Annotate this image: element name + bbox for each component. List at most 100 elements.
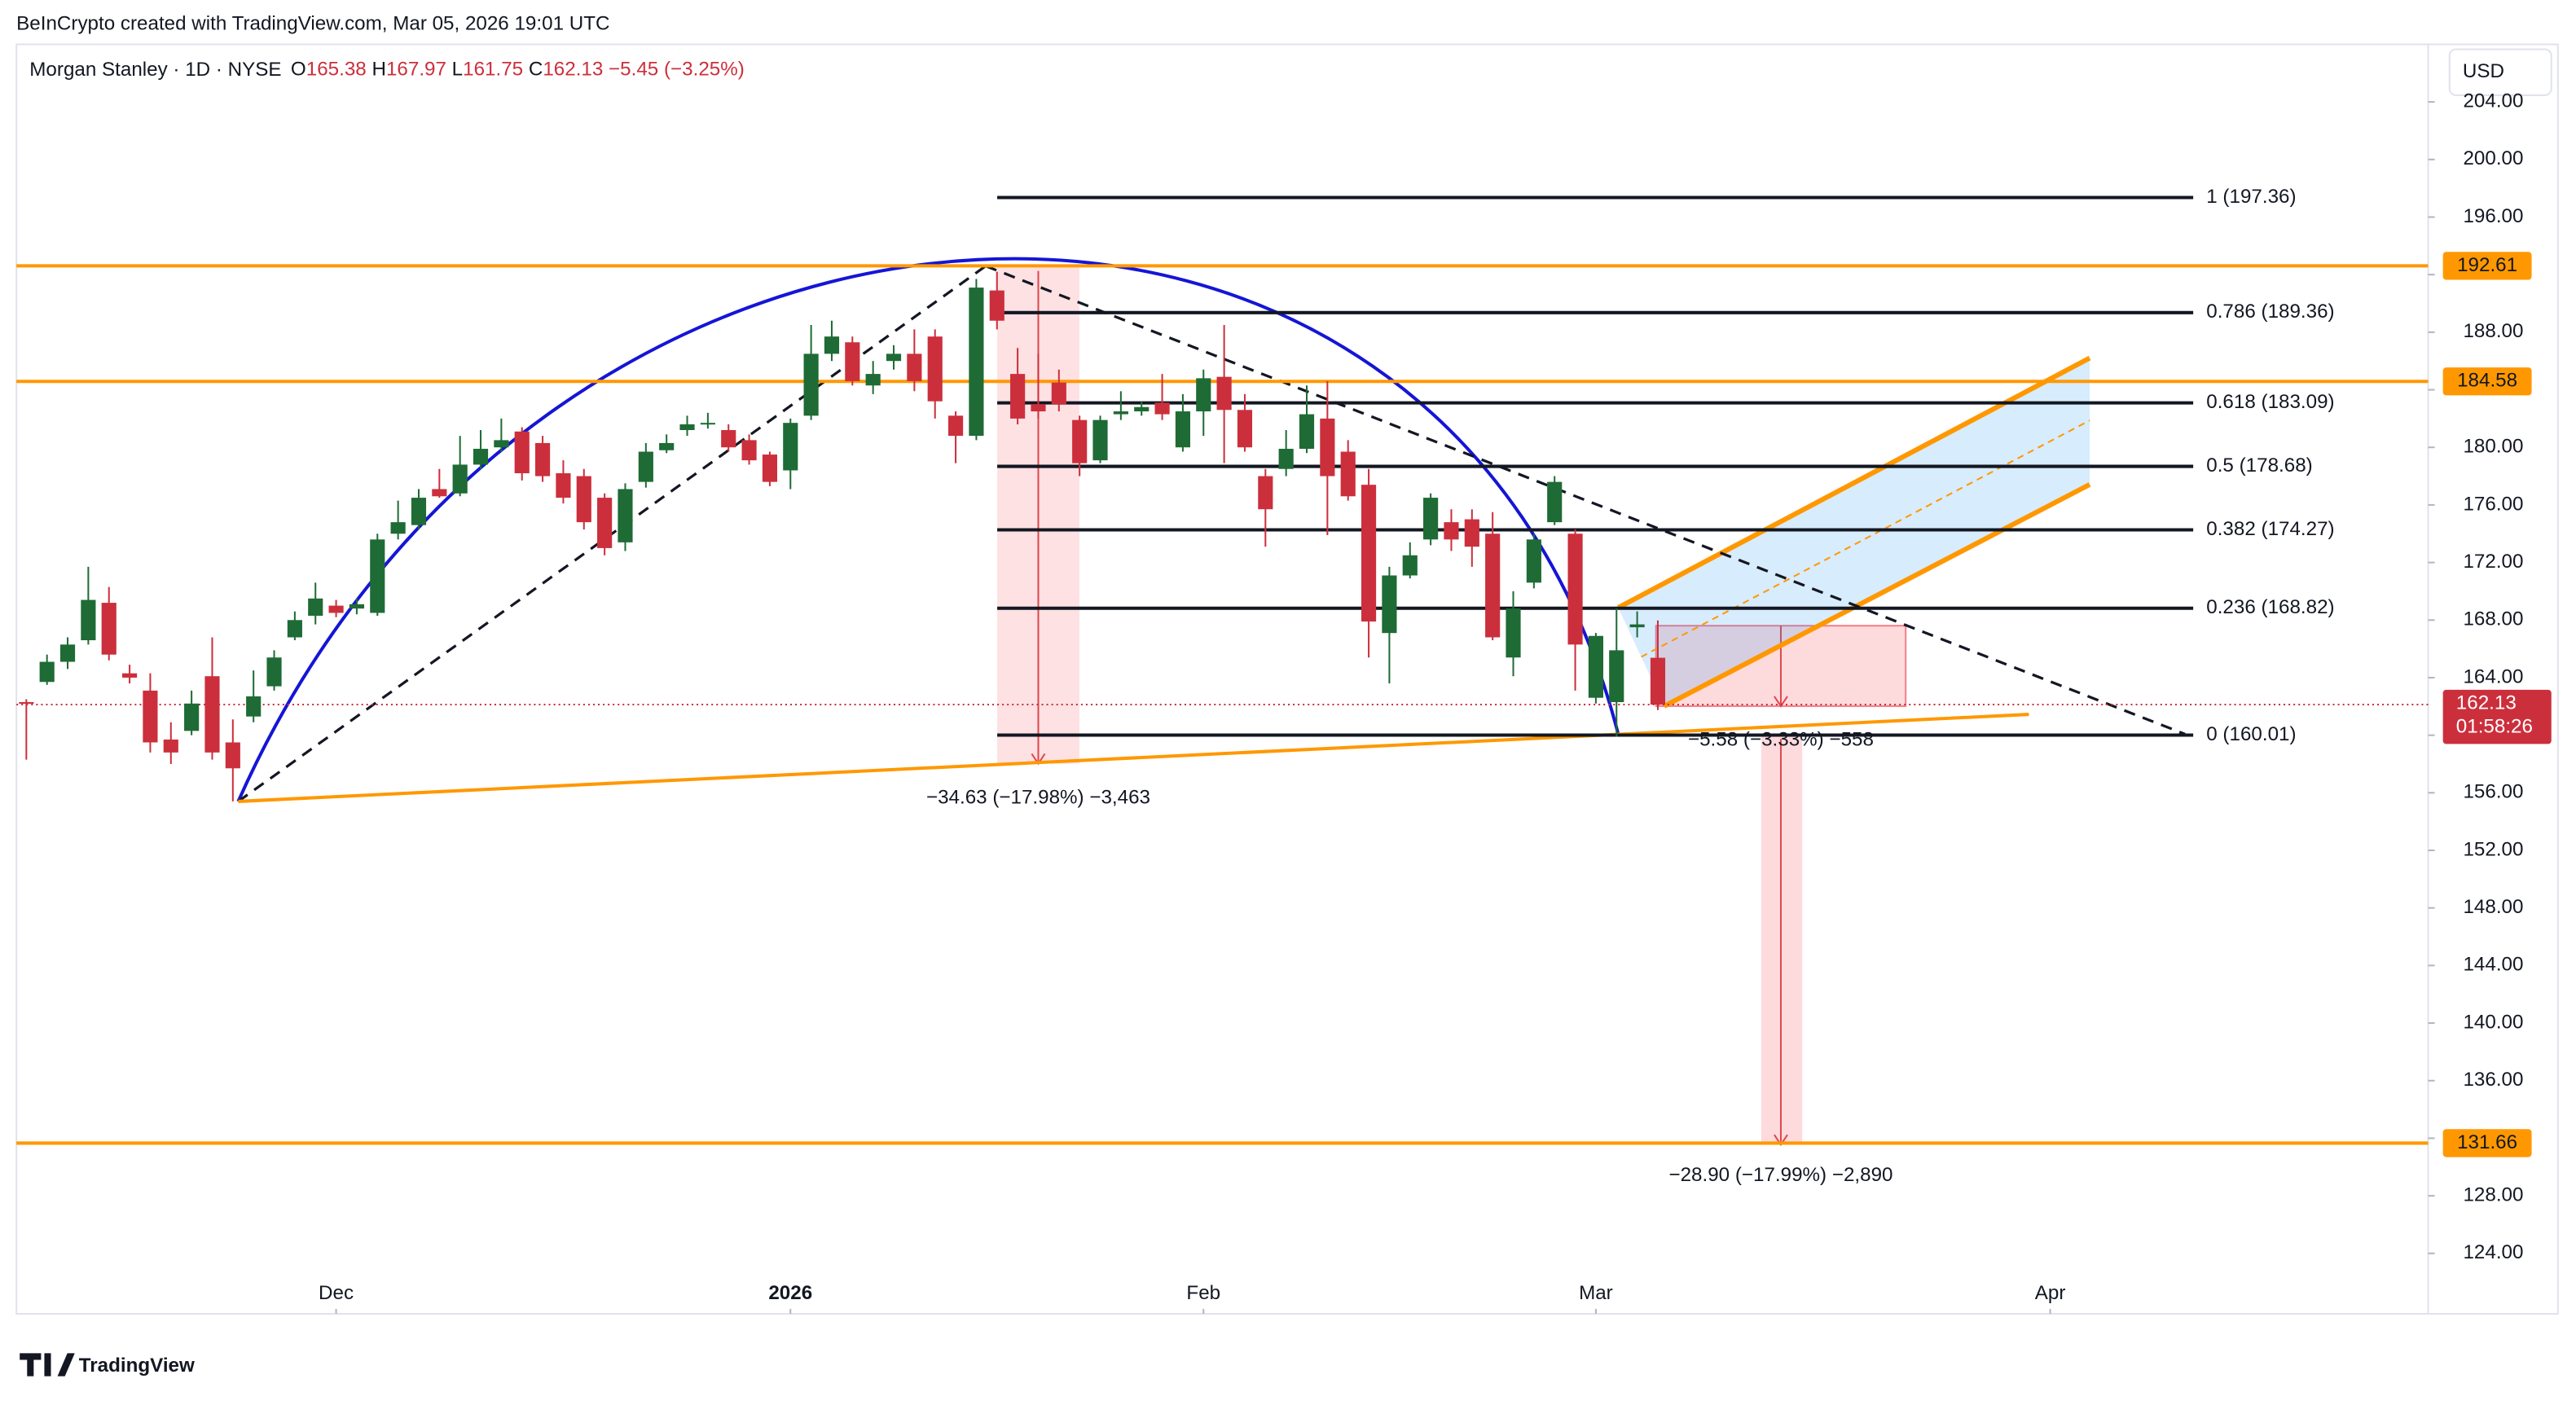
candle-body bbox=[1567, 534, 1583, 645]
channel-line bbox=[1616, 355, 2091, 610]
candle-body bbox=[39, 661, 55, 683]
y-tick-label: 128.00 bbox=[2463, 1183, 2523, 1205]
candle-body bbox=[1650, 657, 1666, 705]
candle-body bbox=[1154, 402, 1170, 415]
candle-body bbox=[989, 290, 1004, 321]
candle-body bbox=[432, 489, 447, 497]
x-tick-label: Feb bbox=[1186, 1282, 1220, 1304]
legend-key: C bbox=[529, 59, 543, 81]
candle-body bbox=[1506, 608, 1521, 658]
tradingview-logo: TradingView bbox=[20, 1353, 195, 1377]
candle-body bbox=[597, 498, 613, 548]
currency-button[interactable] bbox=[2448, 48, 2552, 96]
candle-body bbox=[556, 473, 571, 498]
candle-body bbox=[1402, 555, 1418, 576]
legend-value: 167.97 bbox=[386, 59, 446, 81]
y-tick-label: 172.00 bbox=[2463, 551, 2523, 573]
channel-fill bbox=[1618, 358, 2090, 706]
candle-body bbox=[783, 423, 798, 471]
y-tick-label: 188.00 bbox=[2463, 320, 2523, 342]
legend-value: 165.38 bbox=[306, 59, 367, 81]
candle-body bbox=[390, 522, 406, 534]
candle-body bbox=[618, 489, 633, 542]
level-price-label: 131.66 bbox=[2457, 1131, 2517, 1153]
candle-body bbox=[1340, 451, 1356, 497]
fib-label: 1 (197.36) bbox=[2206, 186, 2296, 208]
candle-body bbox=[101, 603, 116, 655]
y-tick-label: 196.00 bbox=[2463, 205, 2523, 227]
fib-label: 0.618 (183.09) bbox=[2206, 391, 2334, 413]
candle-body bbox=[122, 673, 138, 678]
candle-body bbox=[741, 440, 757, 461]
candle-body bbox=[659, 442, 675, 450]
y-tick-label: 176.00 bbox=[2463, 493, 2523, 515]
channel-mid bbox=[1641, 419, 2090, 658]
level-price-box bbox=[2442, 367, 2532, 396]
fib-label: 0 (160.01) bbox=[2206, 723, 2296, 745]
candle-body bbox=[969, 288, 984, 437]
x-tick-label: Mar bbox=[1579, 1282, 1613, 1304]
currency[interactable]: USD bbox=[2463, 60, 2504, 82]
candle-body bbox=[1196, 378, 1211, 412]
candle-body bbox=[824, 336, 840, 354]
arc bbox=[236, 257, 1620, 802]
drawings bbox=[236, 257, 2186, 1147]
candle-body bbox=[1134, 406, 1150, 412]
chart-title: Morgan Stanley · 1D · NYSE bbox=[29, 59, 281, 81]
candle-body bbox=[1258, 476, 1273, 510]
fib-label: 0.786 (189.36) bbox=[2206, 301, 2334, 323]
y-tick-label: 140.00 bbox=[2463, 1011, 2523, 1033]
candle-body bbox=[1113, 411, 1128, 415]
y-tick-label: 204.00 bbox=[2463, 90, 2523, 112]
candle-body bbox=[143, 690, 158, 743]
level-price-label: 184.58 bbox=[2457, 370, 2517, 392]
candle-body bbox=[1320, 418, 1335, 476]
candle-body bbox=[1216, 376, 1232, 411]
legend-key: L bbox=[452, 59, 463, 81]
ohlc-legend: O165.38 H167.97 L161.75 C162.13 −5.45 (−… bbox=[291, 59, 745, 81]
fib-label: 0.5 (178.68) bbox=[2206, 455, 2312, 476]
legend-value: 162.13 bbox=[543, 59, 603, 81]
level-price-box bbox=[2442, 252, 2532, 280]
y-tick-label: 144.00 bbox=[2463, 954, 2523, 976]
candle-body bbox=[1010, 374, 1026, 419]
candle-body bbox=[1072, 419, 1088, 463]
candle-body bbox=[865, 374, 881, 386]
candle-body bbox=[1031, 404, 1046, 412]
y-tick-label: 168.00 bbox=[2463, 608, 2523, 630]
candle-body bbox=[163, 739, 178, 753]
candle-body bbox=[1588, 635, 1603, 698]
measurement-label: −5.58 (−3.33%) −558 bbox=[1688, 729, 1874, 751]
candle-body bbox=[679, 424, 695, 431]
candle-body bbox=[721, 430, 736, 448]
header: BeInCrypto created with TradingView.com,… bbox=[16, 13, 609, 35]
candle-body bbox=[246, 696, 262, 717]
candle-body bbox=[1299, 414, 1315, 449]
y-tick-label: 180.00 bbox=[2463, 436, 2523, 458]
candle-body bbox=[638, 451, 653, 482]
y-tick-label: 148.00 bbox=[2463, 896, 2523, 918]
arrow-head bbox=[1774, 696, 1788, 708]
candle-body bbox=[287, 620, 302, 638]
candle-body bbox=[266, 657, 282, 687]
chart-frame bbox=[15, 43, 2559, 1315]
x-tick-label: Dec bbox=[319, 1282, 354, 1304]
fib-label: 0.382 (174.27) bbox=[2206, 518, 2334, 540]
candle-body bbox=[1609, 650, 1624, 702]
candle-body bbox=[411, 498, 427, 525]
candle-body bbox=[1547, 481, 1563, 523]
y-tick-label: 164.00 bbox=[2463, 665, 2523, 687]
candle-body bbox=[1485, 534, 1501, 638]
candle-body bbox=[81, 599, 96, 641]
candle-body bbox=[370, 539, 385, 613]
candle-body bbox=[1464, 519, 1479, 547]
candle-body bbox=[700, 423, 715, 425]
candle-body bbox=[184, 703, 200, 731]
candle-body bbox=[308, 598, 323, 616]
trendline bbox=[238, 713, 2029, 803]
candle-body bbox=[494, 440, 509, 448]
last-price-label: 162.13 bbox=[2456, 692, 2517, 714]
candle-body bbox=[225, 742, 240, 769]
